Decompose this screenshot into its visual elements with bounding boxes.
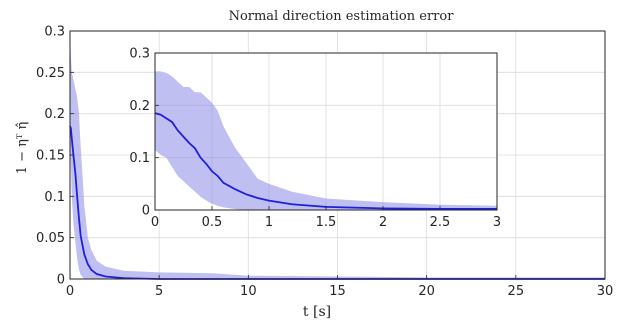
inset-x-tick-label-1: 0.5 — [202, 215, 223, 230]
inset-x-tick-label-6: 3 — [493, 215, 501, 230]
main-y-tick-label-1: 0.05 — [36, 231, 65, 246]
inset-x-tick-label-2: 1 — [265, 215, 273, 230]
main-x-tick-label-3: 15 — [329, 284, 346, 299]
main-y-tick-label-0: 0 — [57, 273, 65, 288]
main-y-tick-label-4: 0.2 — [44, 107, 65, 122]
main-x-tick-label-1: 5 — [155, 284, 163, 299]
main-y-tick-label-5: 0.25 — [36, 66, 65, 81]
inset-x-tick-label-5: 2.5 — [430, 215, 451, 230]
inset-y-tick-label-3: 0.3 — [129, 47, 150, 62]
y-axis-label: 1 − ηᵀ η̂ — [15, 122, 30, 175]
x-axis-label: t [s] — [303, 304, 331, 320]
inset-x-tick-label-4: 2 — [379, 215, 387, 230]
inset-confidence-band-0 — [155, 71, 497, 210]
inset-x-tick-label-3: 1.5 — [316, 215, 337, 230]
inset-plot: 0 0.5 1 1.5 2 2.5 3 0 0.1 0.2 0.3 — [129, 47, 501, 230]
main-y-tick-label-3: 0.15 — [36, 149, 65, 164]
main-x-tick-label-4: 20 — [418, 284, 435, 299]
main-y-tick-label-6: 0.3 — [44, 25, 65, 40]
inset-mean-line-0 — [154, 112, 497, 210]
main-y-tick-label-2: 0.1 — [44, 190, 65, 205]
main-x-tick-label-2: 10 — [240, 284, 257, 299]
inset-y-tick-label-0: 0 — [142, 204, 150, 219]
main-x-tick-label-5: 25 — [508, 284, 525, 299]
chart-title: Normal direction estimation error — [229, 9, 455, 24]
main-x-tick-label-0: 0 — [66, 284, 74, 299]
inset-y-tick-label-2: 0.2 — [129, 99, 150, 114]
main-x-tick-label-6: 30 — [597, 284, 614, 299]
inset-y-tick-label-1: 0.1 — [129, 151, 150, 166]
inset-x-tick-label-0: 0 — [151, 215, 159, 230]
